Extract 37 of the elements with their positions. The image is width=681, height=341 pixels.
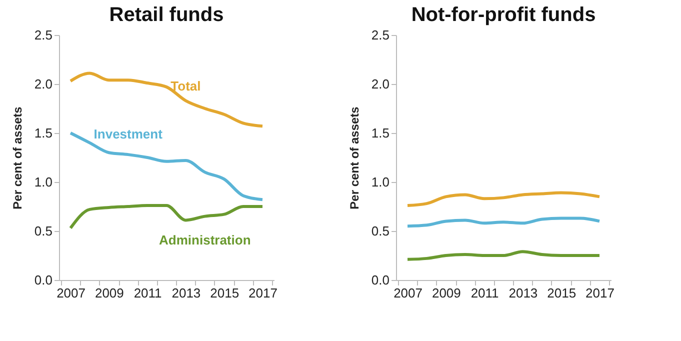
line-series — [69, 204, 264, 230]
series-label: Total — [170, 78, 201, 94]
x-tick-label: 2007 — [394, 286, 422, 300]
chart-title: Retail funds — [109, 4, 224, 26]
y-tick-label: 0.0 — [34, 272, 52, 288]
x-tick-label: 2009 — [94, 286, 124, 300]
y-axis-title: Per cent of assets — [10, 106, 24, 210]
y-tick-label: 0.5 — [371, 224, 390, 238]
y-tick-label: 0.5 — [34, 224, 52, 238]
x-tick-label: 2009 — [432, 286, 461, 300]
x-tick-label: 2007 — [56, 286, 86, 300]
series-label: Investment — [94, 126, 164, 142]
x-tick-label: 2011 — [470, 286, 499, 300]
y-tick-label: 0.0 — [371, 272, 390, 288]
y-tick-label: 1.0 — [34, 174, 52, 190]
x-tick-label: 2017 — [586, 286, 614, 300]
y-tick-label: 1.5 — [371, 126, 390, 140]
x-tick-label: 2015 — [547, 286, 576, 300]
line-series — [69, 132, 264, 202]
line-series — [69, 72, 264, 128]
y-tick-label: 2.5 — [371, 28, 390, 42]
x-tick-label: 2013 — [508, 286, 538, 300]
y-tick-label: 2.0 — [371, 76, 390, 92]
line-series — [406, 216, 601, 228]
y-tick-label: 2.0 — [34, 76, 52, 92]
y-tick-label: 1.5 — [34, 126, 52, 140]
x-tick-label: 2011 — [134, 286, 162, 300]
chart-title: Not-for-profit funds — [411, 4, 596, 26]
line-series — [406, 191, 601, 208]
y-tick-label: 1.0 — [371, 174, 390, 190]
line-series — [406, 250, 601, 261]
x-tick-label: 2015 — [210, 286, 240, 300]
y-axis-title: Per cent of assets — [347, 106, 362, 210]
x-tick-label: 2013 — [172, 286, 201, 300]
series-label: Administration — [159, 232, 251, 248]
x-tick-label: 2017 — [248, 286, 278, 300]
y-tick-label: 2.5 — [34, 28, 52, 42]
